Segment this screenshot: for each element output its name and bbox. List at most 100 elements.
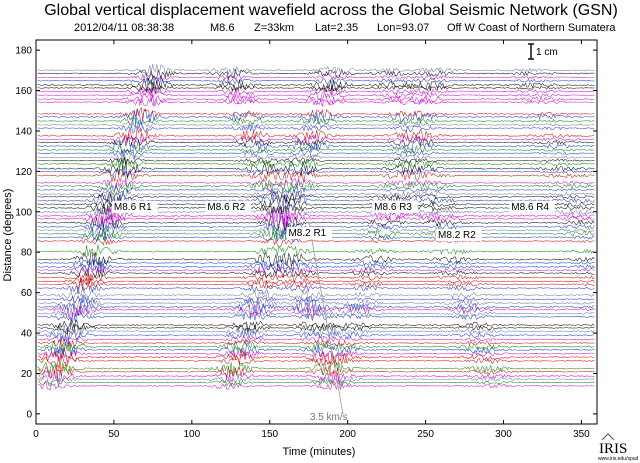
y-tick-label: 140: [15, 126, 32, 137]
y-tick-label: 180: [15, 46, 32, 57]
seismogram-trace: [37, 354, 595, 369]
seismogram-trace: [37, 106, 595, 121]
x-tick-label: 250: [417, 429, 434, 440]
y-tick-label: 60: [21, 288, 33, 299]
seismogram-trace: [37, 327, 595, 343]
event-lat: Lat=2.35: [315, 22, 358, 34]
seismogram-trace: [37, 127, 595, 143]
phase-label-bg: [436, 229, 482, 242]
seismogram-trace: [37, 82, 595, 95]
seismogram-trace: [37, 205, 595, 228]
seismogram-trace: [37, 369, 595, 385]
velocity-line: [308, 221, 344, 414]
event-region: Off W Coast of Northern Sumatera: [447, 22, 616, 34]
seismogram-trace: [37, 133, 595, 145]
seismogram-trace: [37, 277, 595, 291]
seismogram-trace: [37, 153, 595, 162]
seismogram-trace: [37, 264, 595, 274]
logo-text: IRIS: [599, 441, 627, 457]
phase-overlay: 3.5 km/s M8.6 R1 M8.6 R2 M8.6 R3 M8.6 R4 M8.2…: [111, 200, 555, 423]
seismogram-trace: [37, 294, 595, 304]
seismogram-trace: [37, 236, 595, 248]
event-magnitude: M8.6: [210, 22, 234, 34]
seismogram-trace: [37, 120, 595, 129]
phase-label-bg: [205, 200, 252, 213]
seismogram-trace: [37, 377, 595, 387]
phase-label-bg: [111, 200, 158, 213]
seismogram-trace: [37, 178, 595, 190]
x-axis-ticks: 0 50 100 150 200 250 300 350: [33, 40, 590, 440]
seismogram-trace: [37, 75, 595, 87]
phase-label: M8.6 R4: [511, 202, 549, 213]
seismogram-trace: [37, 373, 595, 386]
logo-mark-icon: [601, 433, 615, 441]
seismogram-trace: [37, 63, 595, 76]
y-tick-label: 120: [15, 167, 32, 178]
seismogram-trace: [37, 259, 595, 273]
seismogram-trace: [37, 204, 595, 228]
x-tick-label: 350: [573, 429, 590, 440]
logo-subtext: www.iris.edu/spud: [598, 456, 639, 462]
seismogram-trace: [37, 271, 595, 284]
seismogram-trace: [37, 214, 595, 232]
x-axis-label: Time (minutes): [283, 446, 356, 458]
seismogram-trace: [37, 144, 595, 155]
seismogram-traces: [37, 63, 595, 391]
seismogram-trace: [37, 190, 595, 204]
y-tick-label: 100: [15, 207, 32, 218]
x-tick-label: 150: [261, 429, 278, 440]
velocity-label: 3.5 km/s: [310, 412, 348, 423]
x-tick-label: 300: [495, 429, 512, 440]
x-tick-label: 0: [33, 429, 39, 440]
seismogram-trace: [37, 91, 595, 107]
seismogram-trace: [37, 347, 595, 365]
event-depth: Z=33km: [254, 22, 294, 34]
phase-label-bg: [286, 227, 333, 240]
seismogram-trace: [37, 184, 595, 194]
seismogram-trace: [37, 287, 595, 300]
seismogram-trace: [37, 187, 595, 201]
seismogram-trace: [37, 380, 595, 391]
seismogram-trace: [37, 191, 595, 210]
chart-title: Global vertical displacement wavefield a…: [44, 2, 618, 19]
y-tick-label: 160: [15, 86, 32, 97]
y-tick-label: 0: [26, 409, 32, 420]
seismogram-trace: [37, 364, 595, 380]
seismogram-trace: [37, 157, 595, 165]
phase-label-bg: [509, 200, 555, 213]
seismogram-trace: [37, 251, 595, 268]
x-tick-label: 200: [339, 429, 356, 440]
event-lon: Lon=93.07: [377, 22, 429, 34]
seismogram-trace: [37, 244, 595, 257]
seismogram-trace: [37, 300, 595, 320]
seismogram-trace: [37, 136, 595, 148]
seismogram-trace: [37, 122, 595, 134]
seismogram-trace: [37, 178, 595, 196]
seismogram-trace: [37, 359, 595, 376]
phase-label-bg: [372, 200, 418, 213]
phase-label: M8.6 R2: [207, 202, 245, 213]
event-datetime: 2012/04/11 08:38:38: [74, 22, 174, 34]
seismogram-trace: [37, 348, 595, 360]
scale-bar: 1 cm: [528, 43, 558, 60]
seismogram-trace: [37, 86, 595, 97]
plot-frame: [35, 39, 598, 425]
scale-bar-label: 1 cm: [536, 47, 558, 58]
phase-label: M8.6 R3: [374, 202, 412, 213]
seismogram-trace: [37, 78, 595, 92]
iris-logo: IRIS www.iris.edu/spud: [598, 433, 639, 462]
y-tick-label: 40: [21, 329, 33, 340]
y-tick-label: 20: [21, 369, 33, 380]
seismogram-trace: [37, 108, 595, 126]
seismogram-trace: [37, 324, 595, 339]
seismogram-trace: [37, 277, 595, 287]
x-tick-label: 50: [108, 429, 120, 440]
event-subtitle: 2012/04/11 08:38:38 M8.6 Z=33km Lat=2.35…: [74, 22, 616, 34]
seismogram-trace: [37, 159, 595, 179]
phase-label: M8.6 R1: [114, 202, 152, 213]
seismogram-trace: [37, 319, 595, 333]
seismogram-trace: [37, 299, 595, 316]
seismogram-trace: [37, 68, 595, 81]
phase-label: M8.2 R2: [438, 230, 476, 241]
seismogram-trace: [37, 320, 595, 335]
